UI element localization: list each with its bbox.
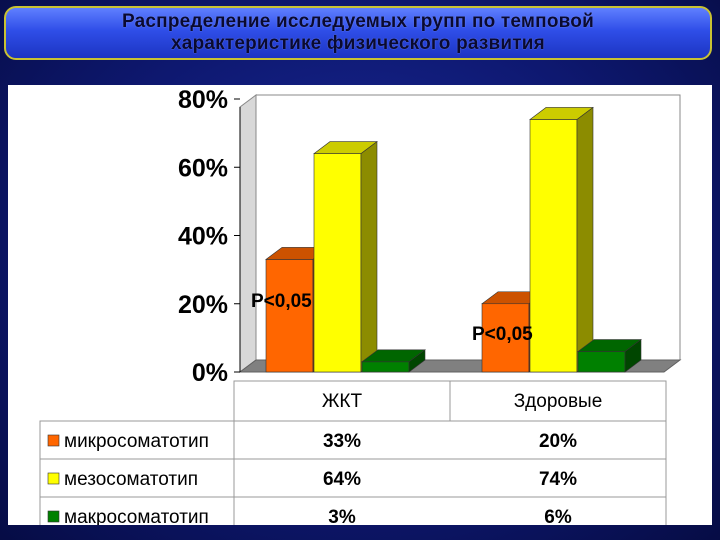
legend-swatch	[47, 434, 60, 447]
bar-chart: 0% 20% 40% 60% 80% P<0,05 P<0,05 ЖКТ Здоровые мик…	[39, 86, 682, 536]
y-tick-label: 40%	[178, 223, 228, 251]
y-tick-label: 80%	[178, 86, 228, 114]
table-row	[39, 420, 667, 460]
y-tick-label: 0%	[192, 359, 228, 387]
legend-series-name: макросоматотип	[64, 507, 209, 525]
side-wall	[239, 94, 257, 373]
p-value-annotation: P<0,05	[472, 324, 533, 345]
bar-side	[360, 140, 378, 373]
bar-front	[529, 119, 578, 373]
y-tick-label: 60%	[178, 154, 228, 182]
legend-swatch	[47, 472, 60, 485]
data-label: 64%	[323, 469, 361, 490]
category-label: ЖКТ	[322, 391, 363, 412]
bar-front	[481, 303, 530, 373]
table-row	[39, 458, 667, 498]
data-label: 6%	[544, 507, 572, 525]
category-label: Здоровые	[514, 391, 603, 412]
y-tick-label: 20%	[178, 291, 228, 319]
legend-swatch	[47, 510, 60, 523]
bar-side	[624, 338, 642, 373]
bar-front	[313, 153, 362, 373]
data-label: 3%	[328, 507, 356, 525]
legend-series-name: мезосоматотип	[64, 469, 198, 490]
data-label: 33%	[323, 431, 361, 452]
bar-front	[361, 361, 410, 373]
bar-front	[577, 351, 626, 373]
bar-side	[408, 349, 426, 373]
data-label: 74%	[539, 469, 577, 490]
bar-front	[265, 259, 314, 373]
data-label: 20%	[539, 431, 577, 452]
p-value-annotation: P<0,05	[251, 291, 312, 312]
title-banner: Распределение исследуемых групп по темпо…	[4, 6, 712, 60]
chart-panel: 0% 20% 40% 60% 80% P<0,05 P<0,05 ЖКТ Здоровые мик…	[8, 85, 712, 536]
slide-title: Распределение исследуемых групп по темпо…	[122, 11, 594, 54]
legend-series-name: микросоматотип	[64, 431, 209, 452]
bar-side	[576, 106, 594, 373]
